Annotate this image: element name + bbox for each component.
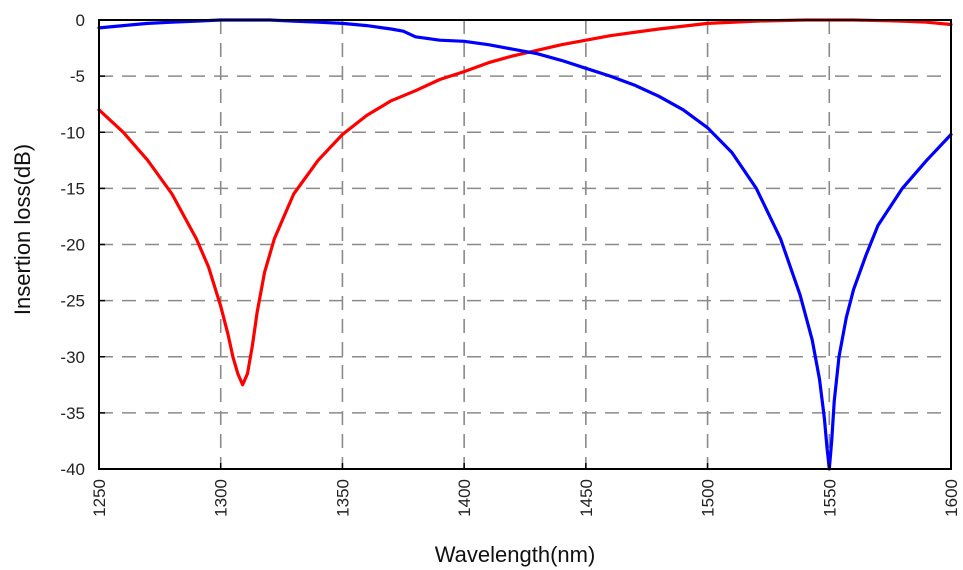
x-tick-label: 1300 xyxy=(212,479,231,517)
series-line-1 xyxy=(97,18,953,387)
y-axis-title: Insertion loss(dB) xyxy=(10,144,35,315)
x-tick-label: 1500 xyxy=(699,479,718,517)
x-axis-title: Wavelength(nm) xyxy=(435,542,596,567)
x-tick-label: 1400 xyxy=(455,479,474,517)
grid xyxy=(99,20,951,469)
x-tick-label: 1600 xyxy=(942,479,961,517)
y-tick-label: -25 xyxy=(60,292,85,311)
y-tick-label: -35 xyxy=(60,404,85,423)
x-tick-label: 1550 xyxy=(820,479,839,517)
x-tick-label: 1450 xyxy=(577,479,596,517)
x-tick-label: 1350 xyxy=(333,479,352,517)
tick-labels: 1250 1300 1350 1400 1450 1500 1550 1600 0 -5 -10 -1… xyxy=(60,11,961,517)
y-tick-label: -40 xyxy=(60,460,85,479)
ticks xyxy=(98,19,952,470)
y-tick-label: -30 xyxy=(60,348,85,367)
y-tick-label: -10 xyxy=(60,123,85,142)
y-tick-label: -15 xyxy=(60,179,85,198)
y-tick-label: 0 xyxy=(76,11,85,30)
x-tick-label: 1250 xyxy=(90,479,109,517)
y-tick-label: -20 xyxy=(60,236,85,255)
y-tick-label: -5 xyxy=(70,67,85,86)
